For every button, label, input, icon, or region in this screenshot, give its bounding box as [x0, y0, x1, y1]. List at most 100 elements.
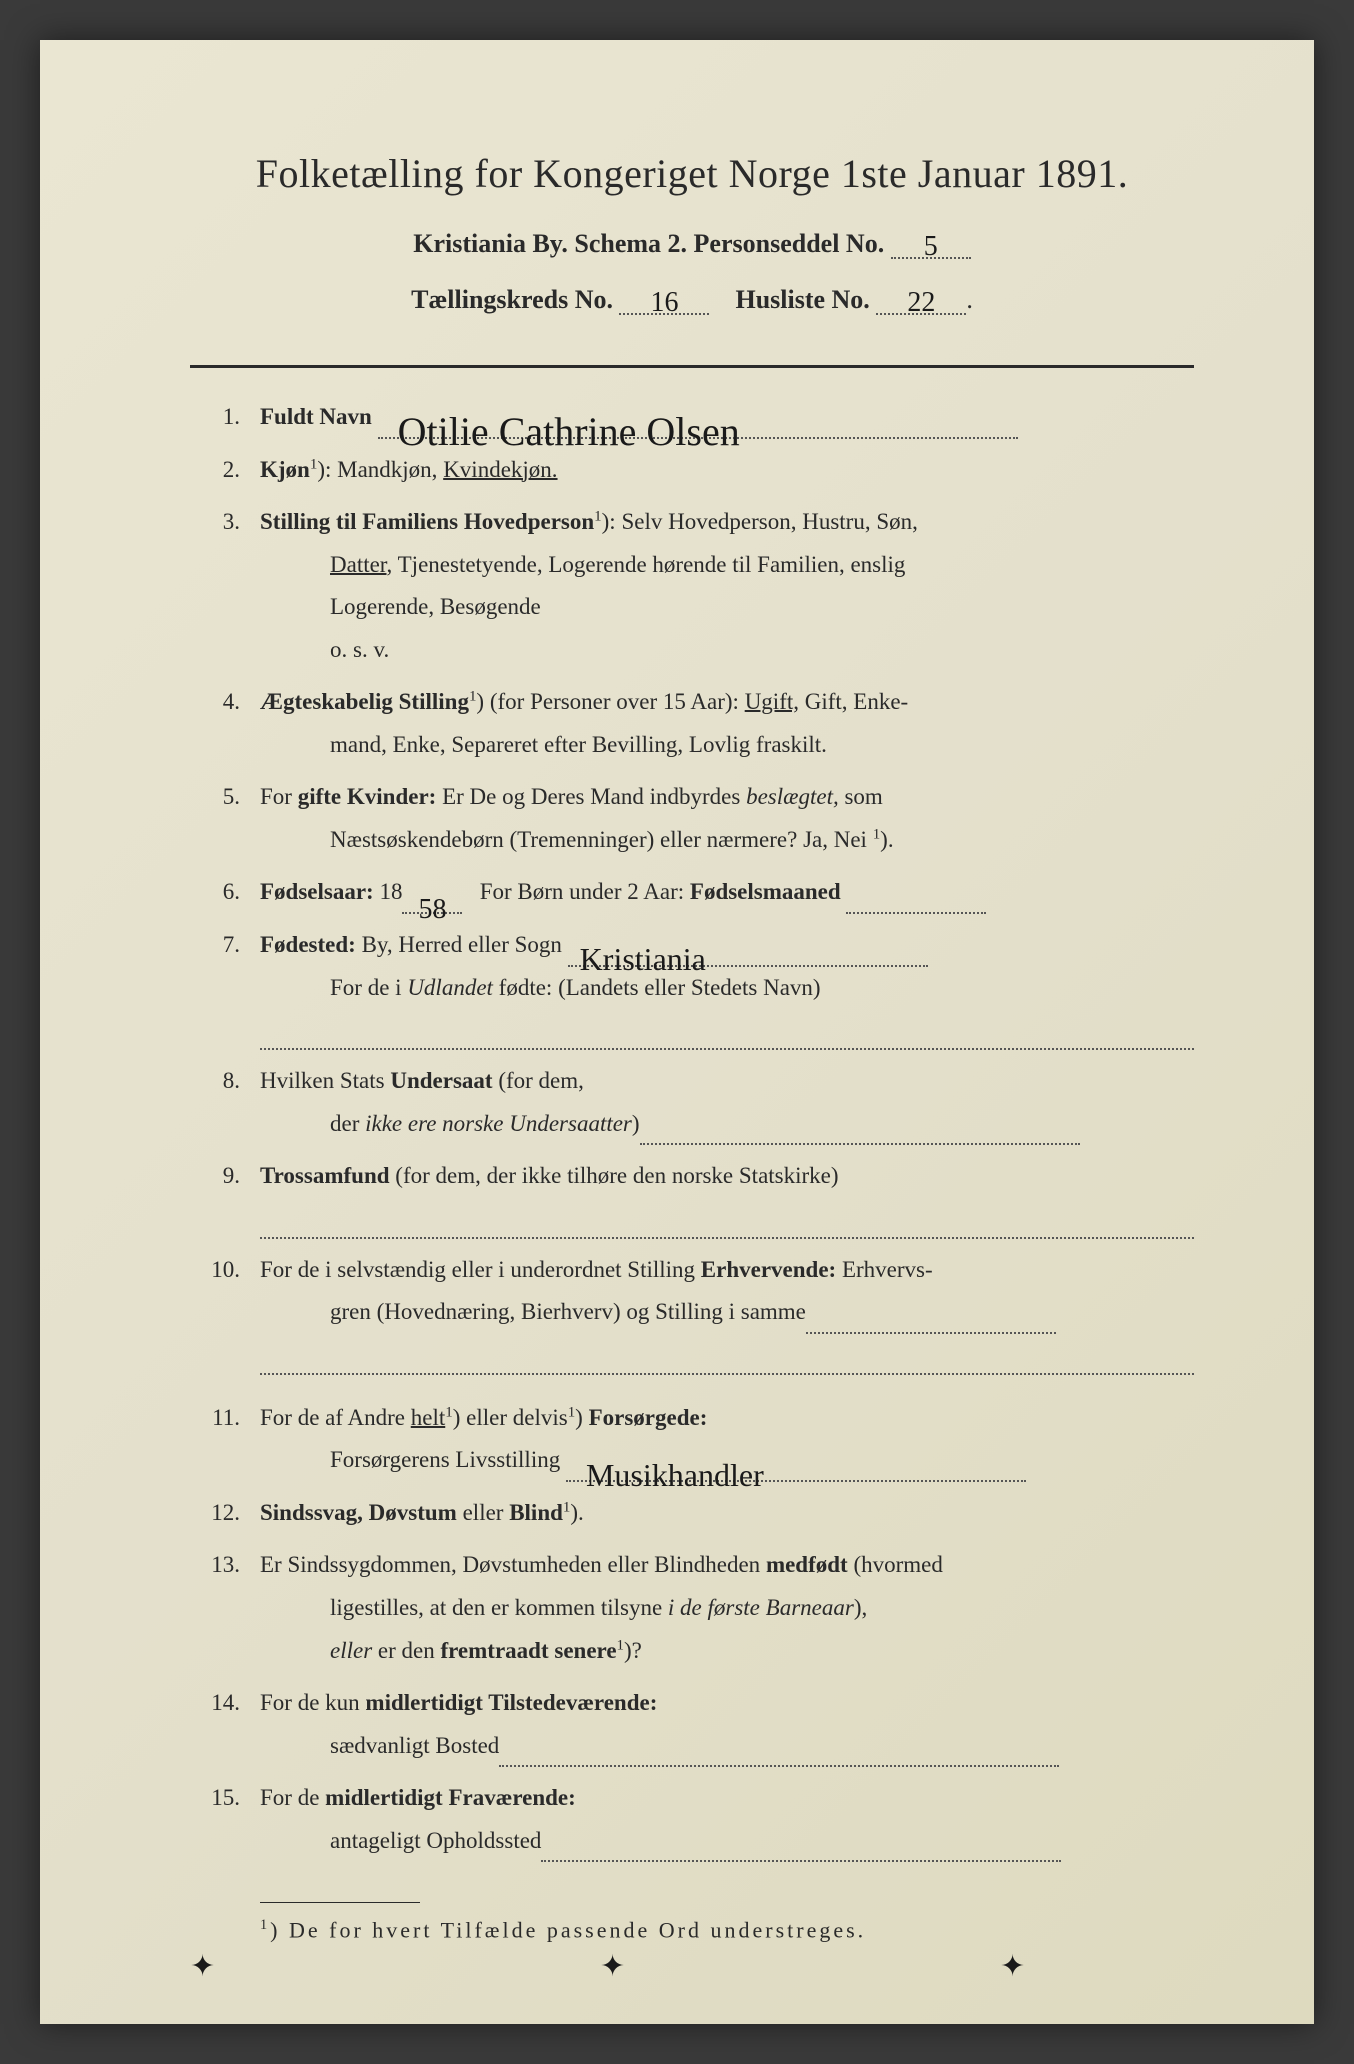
item-3-line2: Datter, Tjenestetyende, Logerende hørend…	[260, 544, 1194, 587]
item-8-l2a: der	[330, 1111, 365, 1136]
item-3-line3: Logerende, Besøgende	[260, 586, 1194, 629]
item-11-b: ) eller delvis	[453, 1405, 568, 1430]
form-items: 1. Fuldt Navn Otilie Cathrine Olsen 2. K…	[190, 396, 1194, 1862]
bind-mark-icon: ✦	[190, 1949, 215, 1984]
form-subline: Tællingskreds No. 16 Husliste No. 22 .	[190, 285, 1194, 315]
husliste-no-value: 22	[907, 290, 935, 315]
bind-mark-icon: ✦	[1000, 1949, 1025, 1984]
item-7-line2: For de i Udlandet fødte: (Landets eller …	[260, 967, 1194, 1010]
item-6-num: 6.	[190, 871, 240, 914]
item-11-l2: Forsørgerens Livsstilling	[330, 1447, 560, 1472]
item-8: 8. Hvilken Stats Undersaat (for dem, der…	[190, 1060, 1194, 1145]
item-13-l2a: ligestilles, at den er kommen tilsyne	[330, 1595, 668, 1620]
item-3-line4: o. s. v.	[260, 629, 1194, 672]
item-8-line2: der ikke ere norske Undersaatter)	[260, 1103, 1194, 1146]
item-2-num: 2.	[190, 449, 240, 492]
item-15-num: 15.	[190, 1777, 240, 1820]
item-14-a: For de kun	[260, 1690, 365, 1715]
item-13-l3b: er den	[372, 1638, 440, 1663]
item-2-label: Kjøn	[260, 457, 310, 482]
item-3: 3. Stilling til Familiens Hovedperson1):…	[190, 501, 1194, 671]
provider-field: Musikhandler	[566, 1458, 1026, 1482]
full-name-value: Otilie Cathrine Olsen	[398, 414, 740, 450]
item-13-line2: ligestilles, at den er kommen tilsyne i …	[260, 1587, 1194, 1630]
item-6: 6. Fødselsaar: 1858 For Børn under 2 Aar…	[190, 871, 1194, 914]
item-10-line2: gren (Hovednæring, Bierhverv) og Stillin…	[260, 1291, 1194, 1334]
item-13-l3c: fremtraadt senere	[440, 1638, 616, 1663]
item-11-d: Forsørgede:	[589, 1405, 708, 1430]
footnote-sup: 1	[260, 1917, 270, 1933]
husliste-label: Husliste No.	[735, 285, 869, 314]
item-14-line2: sædvanligt Bosted	[260, 1725, 1194, 1768]
item-2-underlined: Kvindekjøn.	[443, 457, 557, 482]
item-6-yearprefix: 18	[379, 879, 402, 904]
footnote-text: ) De for hvert Tilfælde passende Ord und…	[270, 1918, 866, 1943]
item-2-sup: 1	[310, 456, 317, 472]
personseddel-no-value: 5	[924, 234, 938, 259]
item-2-opts: Mandkjøn,	[337, 457, 443, 482]
item-3-num: 3.	[190, 501, 240, 544]
item-7: 7. Fødested: By, Herred eller Sogn Krist…	[190, 924, 1194, 1050]
form-title: Folketælling for Kongeriget Norge 1ste J…	[190, 150, 1194, 197]
item-12: 12. Sindssvag, Døvstum eller Blind1).	[190, 1492, 1194, 1535]
item-4-label: Ægteskabelig Stilling	[260, 689, 469, 714]
item-12-c: Blind	[509, 1500, 563, 1525]
item-13-c: (hvormed	[848, 1552, 943, 1577]
item-10-l2: gren (Hovednæring, Bierhverv) og Stillin…	[330, 1299, 806, 1324]
subtitle-prefix: Kristiania By. Schema 2. Personseddel No…	[413, 229, 884, 258]
item-8-field	[640, 1121, 1080, 1145]
item-7-l2a: For de i	[330, 975, 407, 1000]
item-8-c: (for dem,	[493, 1068, 584, 1093]
item-3-underlined: Datter,	[330, 552, 392, 577]
item-9-tail: (for dem, der ikke tilhøre den norske St…	[390, 1163, 839, 1188]
item-13-num: 13.	[190, 1544, 240, 1587]
item-4-mid: (for Personer over 15 Aar):	[490, 689, 745, 714]
item-7-l2c: fødte: (Landets eller Stedets Navn)	[493, 975, 821, 1000]
item-6-label2: Fødselsmaaned	[690, 879, 841, 904]
item-8-a: Hvilken Stats	[260, 1068, 390, 1093]
item-3-label: Stilling til Familiens Hovedperson	[260, 509, 594, 534]
item-13-l2b: i de første Barneaar	[668, 1595, 854, 1620]
item-15-field	[541, 1838, 1061, 1862]
item-9-num: 9.	[190, 1155, 240, 1198]
item-11-u: helt	[411, 1405, 446, 1430]
item-10-blankline	[260, 1352, 1194, 1375]
item-10-a: For de i selvstændig eller i underordnet…	[260, 1257, 701, 1282]
item-4-tail: Gift, Enke-	[799, 689, 908, 714]
item-9-blankline	[260, 1216, 1194, 1239]
item-15-line2: antageligt Opholdssted	[260, 1820, 1194, 1863]
item-13-b: medfødt	[766, 1552, 848, 1577]
item-15-l2: antageligt Opholdssted	[330, 1828, 541, 1853]
birthplace-field: Kristiania	[568, 942, 928, 966]
personseddel-no-field: 5	[891, 232, 971, 259]
full-name-field: Otilie Cathrine Olsen	[378, 414, 1018, 438]
item-11-c: )	[575, 1405, 588, 1430]
census-form-page: Folketælling for Kongeriget Norge 1ste J…	[40, 40, 1314, 2024]
item-15-a: For de	[260, 1785, 325, 1810]
item-4-num: 4.	[190, 681, 240, 724]
birth-year-value: 58	[418, 897, 446, 922]
item-7-num: 7.	[190, 924, 240, 967]
item-7-label: Fødested:	[260, 932, 356, 957]
item-7-tail: By, Herred eller Sogn	[356, 932, 562, 957]
item-8-l2b: ikke ere norske Undersaatter	[365, 1111, 632, 1136]
item-3-sup: 1	[594, 508, 601, 524]
divider-top	[190, 365, 1194, 368]
item-9-label: Trossamfund	[260, 1163, 390, 1188]
item-5: 5. For gifte Kvinder: Er De og Deres Man…	[190, 776, 1194, 861]
item-1-num: 1.	[190, 396, 240, 439]
item-15: 15. For de midlertidigt Fraværende: anta…	[190, 1777, 1194, 1862]
taellingskreds-label: Tællingskreds No.	[411, 285, 613, 314]
item-14-num: 14.	[190, 1682, 240, 1725]
item-13-l2c: ),	[854, 1595, 867, 1620]
item-10-field	[806, 1310, 1056, 1334]
item-10-b: Erhvervende:	[701, 1257, 836, 1282]
item-6-mid: For Børn under 2 Aar:	[480, 879, 690, 904]
item-13-l3d: )?	[624, 1638, 642, 1663]
item-12-sup: 1	[563, 1499, 570, 1515]
item-4: 4. Ægteskabelig Stilling1) (for Personer…	[190, 681, 1194, 766]
item-3-tail2: Tjenestetyende, Logerende hørende til Fa…	[392, 552, 905, 577]
item-14-field	[499, 1743, 1059, 1767]
item-12-b: eller	[457, 1500, 509, 1525]
item-10: 10. For de i selvstændig eller i underor…	[190, 1249, 1194, 1375]
